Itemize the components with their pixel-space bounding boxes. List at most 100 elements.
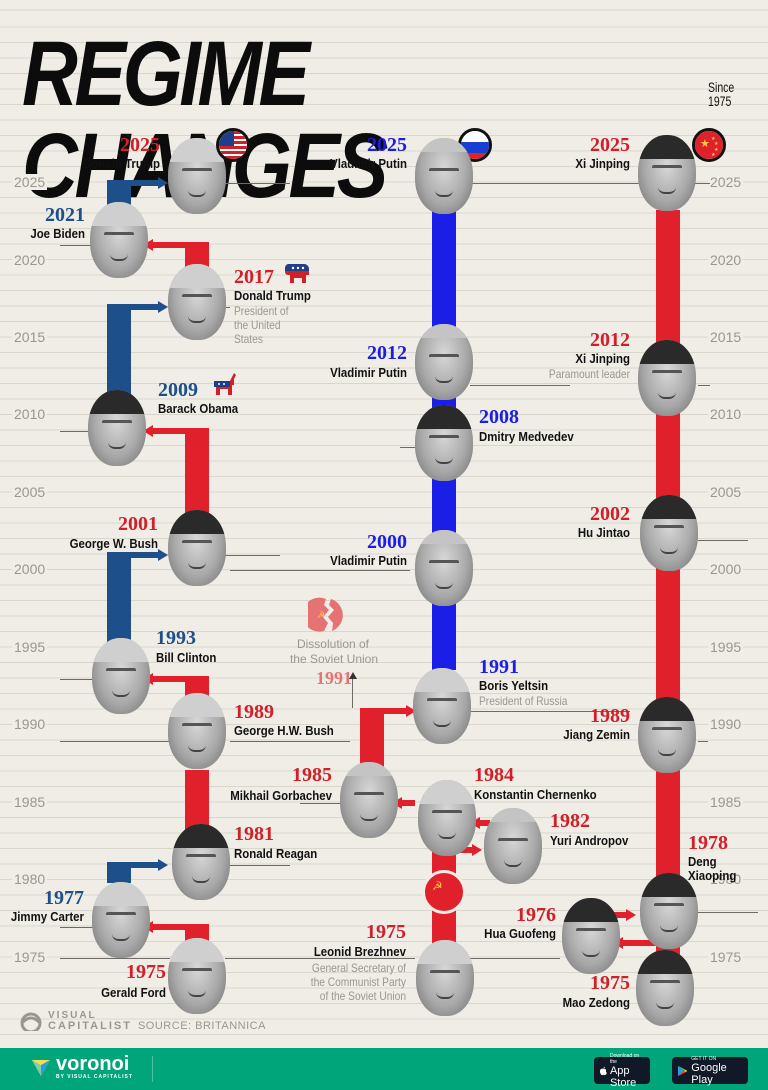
portrait-reagan [172,824,230,900]
leader-name: Donald Trump [83,156,160,171]
transition-arrow [152,242,209,248]
arrow-head-icon [143,239,153,251]
us-flag-icon [216,128,250,162]
brand-wordmark: VISUAL CAPITALIST [48,1010,132,1032]
axis-year-2010-left: 2010 [12,406,48,422]
leader-name: Boris Yeltsin [479,678,549,693]
leader-year: 1991 [479,656,519,678]
leader-name: Konstantin Chernenko [474,787,597,802]
page-title: REGIME CHANGES [22,23,388,212]
axis-year-1995-right: 1995 [708,639,744,655]
democrat-donkey-icon [214,373,236,395]
tick-line [698,385,710,386]
axis-year-1975-left: 1975 [12,949,48,965]
leader-name: Vladimir Putin [330,156,407,171]
leader-year: 2021 [45,204,85,226]
leader-name: Vladimir Putin [330,365,407,380]
transition-arrow [107,862,159,868]
leader-name: Deng [688,854,717,869]
google-play-button[interactable]: GET IT ON Google Play [672,1055,748,1086]
term-bar-gorbachev [360,711,384,771]
leader-year: 2009 [158,379,198,401]
leader-name: Dmitry Medvedev [479,429,574,444]
portrait-xi-2012 [638,340,696,416]
china-flag-icon: ★ ★ ★ ★ ★ [692,128,726,162]
leader-year: 1975 [590,972,630,994]
leader-name: Yuri Andropov [550,833,629,848]
voronoi-brand[interactable]: voronoi BY VISUAL CAPITALIST [30,1054,133,1080]
portrait-clinton [92,638,150,714]
leader-year: 1989 [590,705,630,727]
source-label: SOURCE: BRITANNICA [137,1020,266,1032]
portrait-carter [92,882,150,958]
leader-subtitle: President of the United States [234,304,289,346]
voronoi-logo-icon [32,1060,50,1076]
axis-year-2020-right: 2020 [708,252,744,268]
tick-line [698,912,758,913]
portrait-jiang-zemin [638,697,696,773]
leader-name: Mao Zedong [562,995,630,1010]
tick-line [300,803,340,804]
axis-year-1980-left: 1980 [12,871,48,887]
visual-capitalist-logo-icon [20,1012,42,1031]
tick-line [60,679,95,680]
transition-arrow [360,708,408,714]
axis-year-2015-right: 2015 [708,329,744,345]
leader-name: Vladimir Putin [330,553,407,568]
arrow-head-icon [406,705,416,717]
leader-year: 2012 [590,329,630,351]
leader-name: Hua Guofeng [484,926,556,941]
portrait-ford [168,938,226,1014]
portrait-bush-w [168,510,226,586]
leader-name: Bill Clinton [156,650,217,665]
tick-line [230,741,350,742]
portrait-gorbachev [340,762,398,838]
arrow-up-icon [349,672,357,679]
term-bar-bush-w [185,431,209,516]
transition-arrow [152,924,209,930]
portrait-obama [88,390,146,466]
transition-arrow [400,800,415,806]
term-bar-trump-1 [185,245,209,267]
term-bar-carter [107,865,131,883]
subtitle-line1: Since [708,79,735,95]
subtitle-line2: 1975 [708,93,732,109]
google-play-small-label: GET IT ON [691,1055,717,1062]
portrait-andropov [484,808,542,884]
portrait-medvedev [415,405,473,481]
app-store-button[interactable]: Download on the App Store [594,1053,650,1089]
portrait-putin-2025 [415,138,473,214]
leader-name: Ronald Reagan [234,846,318,861]
brand-line2: CAPITALIST [48,1020,132,1032]
arrow-head-icon [158,177,168,189]
transition-arrow [152,676,209,682]
svg-text:☭: ☭ [317,610,325,620]
dissolution-year: 1991 [316,668,352,688]
tick-line [60,958,170,959]
brand-line1: VISUAL [48,1010,97,1021]
voronoi-wordmark: voronoi [56,1053,130,1075]
dissolution-label-line2: the Soviet Union [289,652,379,666]
portrait-trump-2017 [168,264,226,340]
axis-year-1990-right: 1990 [708,716,744,732]
transition-arrow [107,552,159,558]
leader-subtitle: Paramount leader [548,367,630,381]
transition-arrow [107,180,159,186]
svg-text:★: ★ [711,136,716,142]
tick-line [60,431,90,432]
divider [152,1056,153,1082]
leader-year: 2000 [367,531,407,553]
svg-text:★: ★ [714,147,719,153]
dissolution-pointer [352,678,353,708]
axis-year-1975-right: 1975 [708,949,744,965]
portrait-chernenko [418,780,476,856]
tick-line [200,183,290,184]
portrait-hu-jintao [640,495,698,571]
leader-year: 1984 [474,764,514,786]
leader-name: Mikhail Gorbachev [230,788,332,803]
transition-arrow [152,428,209,434]
axis-year-1990-left: 1990 [12,716,48,732]
tick-line [470,711,630,712]
portrait-putin-2012 [415,324,473,400]
